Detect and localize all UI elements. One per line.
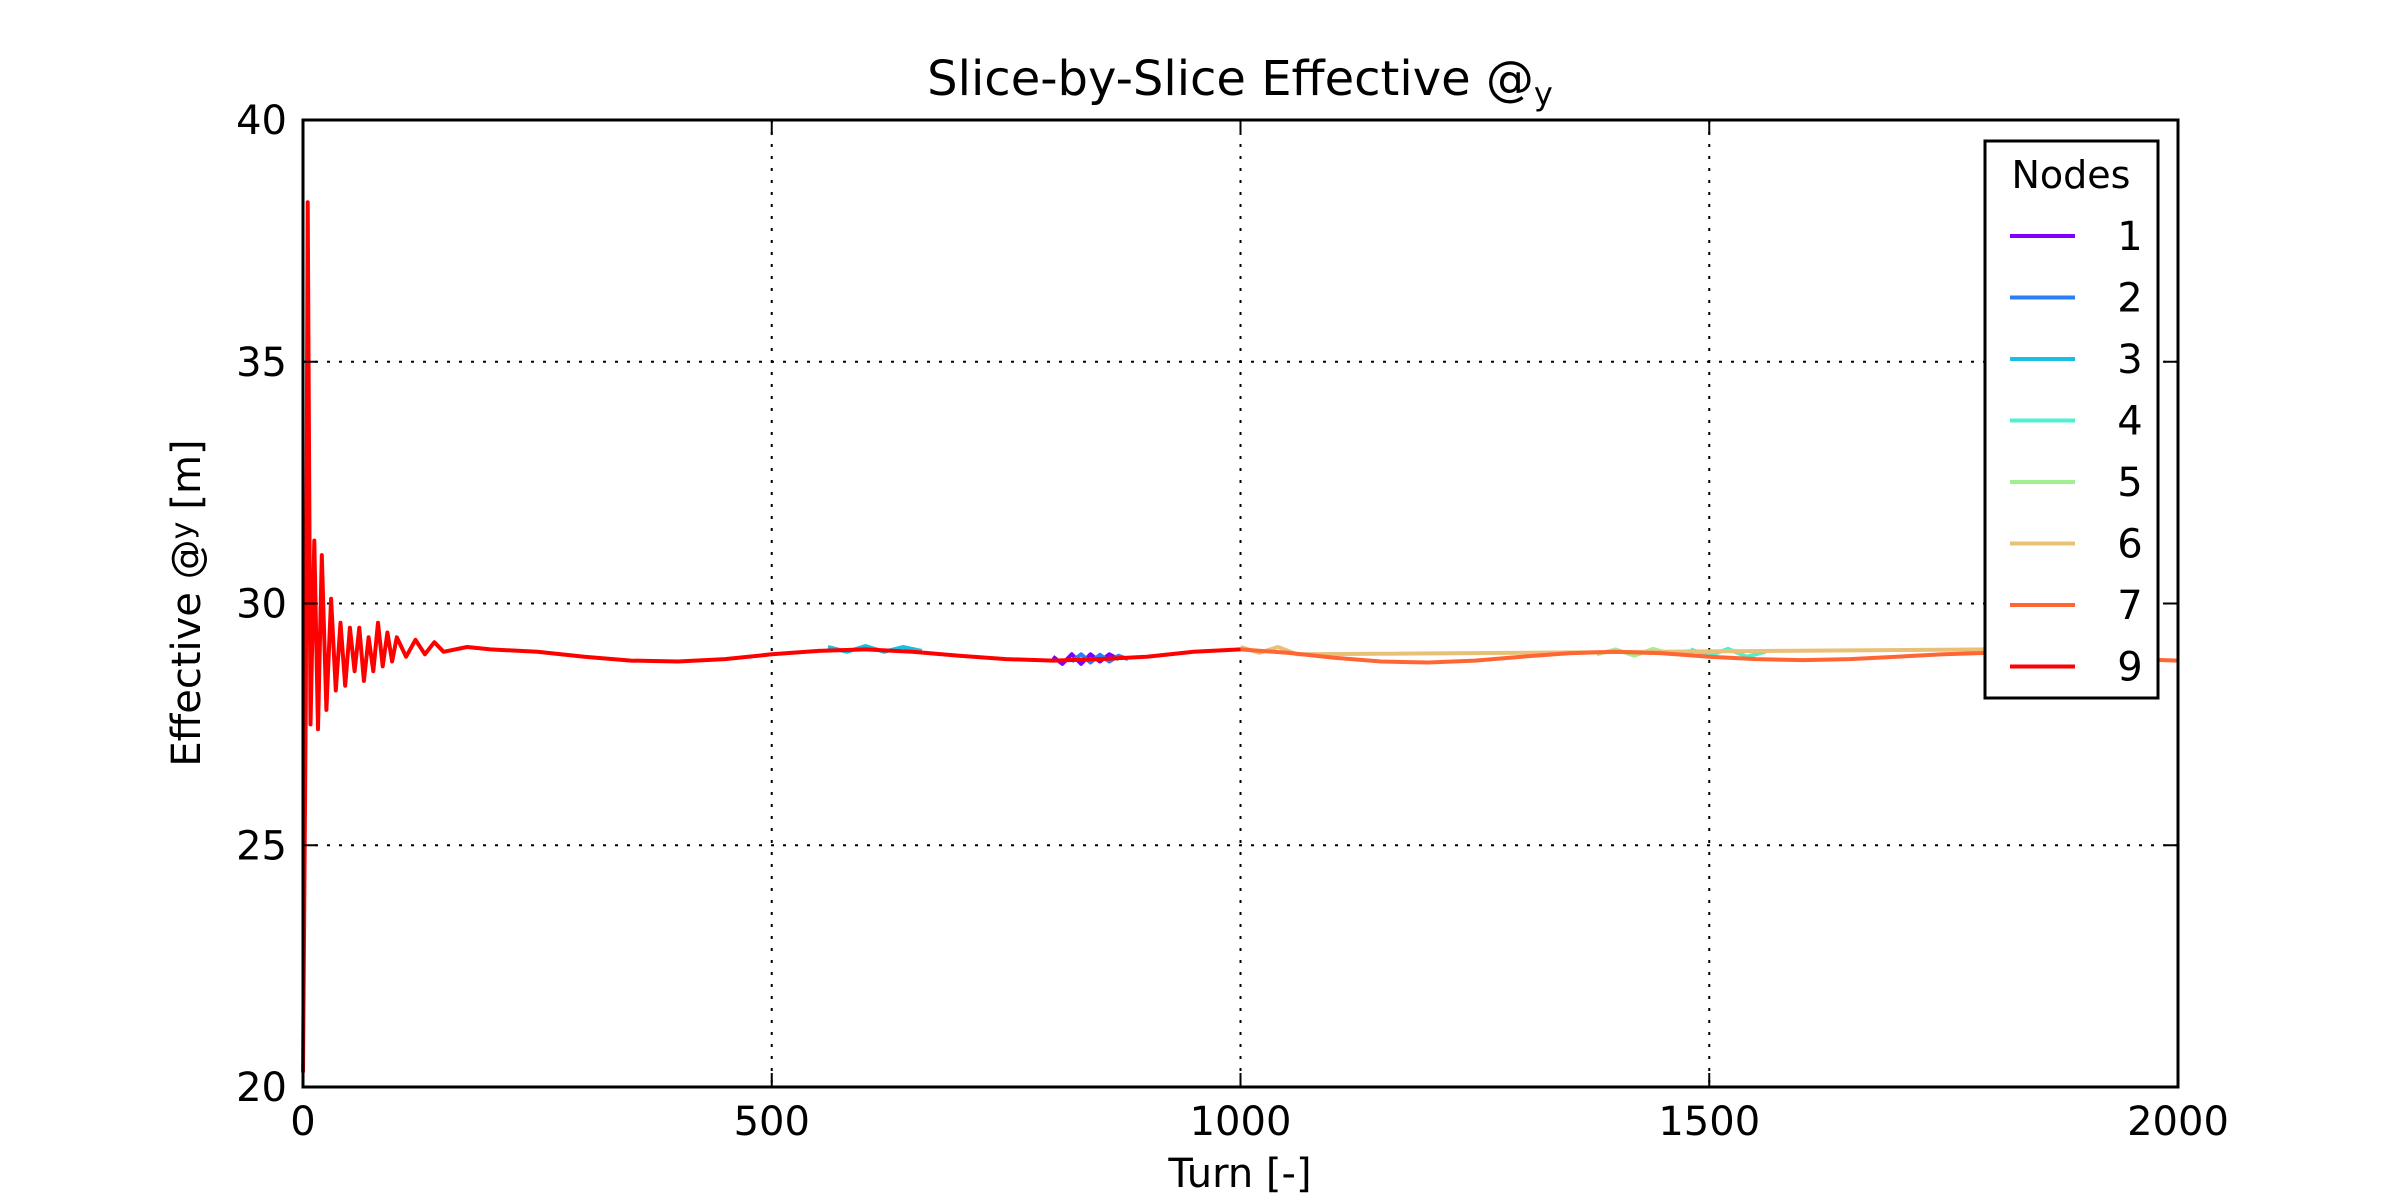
y-tick-label: 20 [236, 1065, 287, 1111]
legend: Nodes 1 2 3 4 5 6 7 9 [1983, 139, 2160, 700]
x-tick-label: 1500 [1658, 1099, 1760, 1145]
x-tick-label: 2000 [2127, 1099, 2229, 1145]
x-tick-label: 1000 [1190, 1099, 1292, 1145]
legend-label-9: 9 [2117, 645, 2142, 691]
x-axis-label: Turn [-] [1167, 1151, 1311, 1197]
chart-title: Slice-by-Slice Effective @y [927, 51, 1553, 113]
y-axis-label-subscript: y [165, 522, 200, 540]
legend-title: Nodes [2012, 153, 2131, 197]
legend-label-7: 7 [2117, 583, 2142, 629]
legend-label-6: 6 [2117, 522, 2142, 568]
series-line-2 [1070, 652, 1129, 665]
y-axis-label: Effective @y[m] [164, 439, 210, 766]
grid [303, 120, 2178, 1087]
x-tick-label: 0 [290, 1099, 315, 1145]
legend-label-3: 3 [2117, 337, 2142, 383]
series-line-4 [1689, 646, 1767, 659]
legend-label-5: 5 [2117, 460, 2142, 506]
y-tick-label: 35 [236, 340, 287, 386]
legend-items: 1 2 3 4 5 6 7 9 [2010, 214, 2143, 691]
y-tick-label: 25 [236, 823, 287, 869]
series-line-9 [301, 200, 1241, 1073]
y-tick-label: 40 [236, 98, 287, 144]
x-tick-label: 500 [734, 1099, 810, 1145]
legend-label-1: 1 [2117, 214, 2142, 260]
legend-label-2: 2 [2117, 276, 2142, 322]
y-tick-label: 30 [236, 582, 287, 628]
legend-label-4: 4 [2117, 399, 2142, 445]
chart-title-subscript: y [1534, 75, 1553, 113]
